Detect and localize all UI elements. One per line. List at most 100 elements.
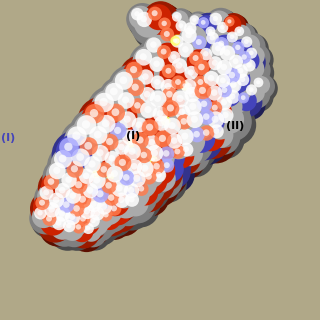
Circle shape (204, 8, 237, 40)
Circle shape (239, 35, 260, 55)
Circle shape (129, 115, 158, 143)
Circle shape (67, 173, 112, 218)
Circle shape (31, 204, 65, 238)
Circle shape (102, 162, 148, 207)
Circle shape (200, 67, 242, 109)
Circle shape (108, 194, 115, 201)
Circle shape (223, 15, 241, 33)
Circle shape (93, 110, 142, 160)
Circle shape (206, 121, 244, 159)
Circle shape (129, 142, 132, 145)
Circle shape (152, 10, 158, 16)
Circle shape (158, 83, 200, 125)
Circle shape (103, 212, 109, 218)
Circle shape (75, 133, 124, 182)
Circle shape (104, 190, 119, 206)
Circle shape (29, 202, 62, 235)
Circle shape (103, 168, 124, 190)
Circle shape (37, 183, 63, 209)
Circle shape (213, 56, 255, 98)
Text: (I): (I) (1, 132, 15, 143)
Circle shape (118, 144, 125, 150)
Circle shape (70, 219, 94, 242)
Circle shape (108, 202, 121, 216)
Circle shape (188, 54, 228, 93)
Circle shape (172, 58, 187, 74)
Circle shape (234, 88, 262, 117)
Circle shape (73, 163, 113, 202)
Circle shape (85, 212, 108, 236)
Circle shape (171, 54, 177, 60)
Circle shape (172, 12, 182, 22)
Circle shape (124, 143, 141, 160)
Circle shape (131, 163, 138, 170)
Circle shape (212, 78, 248, 114)
Circle shape (120, 188, 156, 223)
Circle shape (230, 61, 268, 99)
Circle shape (201, 100, 207, 107)
Circle shape (243, 59, 256, 72)
Circle shape (160, 114, 206, 159)
Circle shape (59, 170, 87, 198)
Circle shape (156, 81, 196, 121)
Circle shape (105, 182, 112, 189)
Circle shape (202, 23, 227, 48)
Circle shape (243, 45, 274, 75)
Circle shape (181, 79, 197, 94)
Circle shape (148, 73, 174, 99)
Circle shape (133, 8, 175, 50)
Circle shape (153, 60, 160, 67)
Circle shape (76, 212, 90, 226)
Circle shape (63, 220, 76, 232)
Circle shape (168, 51, 180, 64)
Circle shape (65, 176, 72, 183)
Circle shape (183, 121, 223, 161)
Circle shape (155, 153, 191, 189)
Circle shape (153, 12, 186, 45)
Circle shape (164, 162, 170, 168)
Circle shape (107, 176, 153, 221)
Circle shape (86, 138, 129, 182)
Circle shape (54, 133, 108, 186)
Circle shape (160, 28, 174, 41)
Circle shape (200, 48, 212, 60)
Circle shape (204, 30, 228, 53)
Circle shape (94, 196, 123, 225)
Circle shape (235, 45, 241, 50)
Circle shape (136, 121, 142, 128)
Circle shape (61, 218, 84, 241)
Circle shape (134, 157, 165, 188)
Circle shape (177, 128, 194, 145)
Circle shape (107, 120, 138, 151)
Circle shape (73, 130, 119, 177)
Circle shape (186, 48, 224, 86)
Circle shape (126, 94, 168, 136)
Circle shape (169, 33, 192, 56)
Circle shape (108, 65, 155, 111)
Circle shape (129, 129, 160, 160)
Circle shape (228, 72, 235, 78)
Circle shape (160, 97, 191, 128)
Circle shape (173, 19, 195, 39)
Circle shape (154, 79, 160, 85)
Circle shape (231, 62, 257, 88)
Circle shape (102, 99, 152, 148)
Circle shape (68, 185, 111, 228)
Circle shape (213, 16, 218, 21)
Circle shape (170, 10, 196, 36)
Circle shape (158, 61, 196, 99)
Circle shape (201, 68, 230, 97)
Circle shape (224, 29, 254, 59)
Circle shape (176, 77, 201, 102)
Circle shape (50, 214, 76, 240)
Circle shape (112, 152, 143, 183)
Circle shape (177, 140, 203, 166)
Circle shape (97, 206, 131, 240)
Circle shape (55, 166, 95, 206)
Circle shape (119, 55, 163, 99)
Circle shape (199, 125, 214, 141)
Circle shape (123, 190, 148, 216)
Circle shape (181, 62, 219, 100)
Circle shape (36, 182, 74, 220)
Circle shape (65, 141, 111, 188)
